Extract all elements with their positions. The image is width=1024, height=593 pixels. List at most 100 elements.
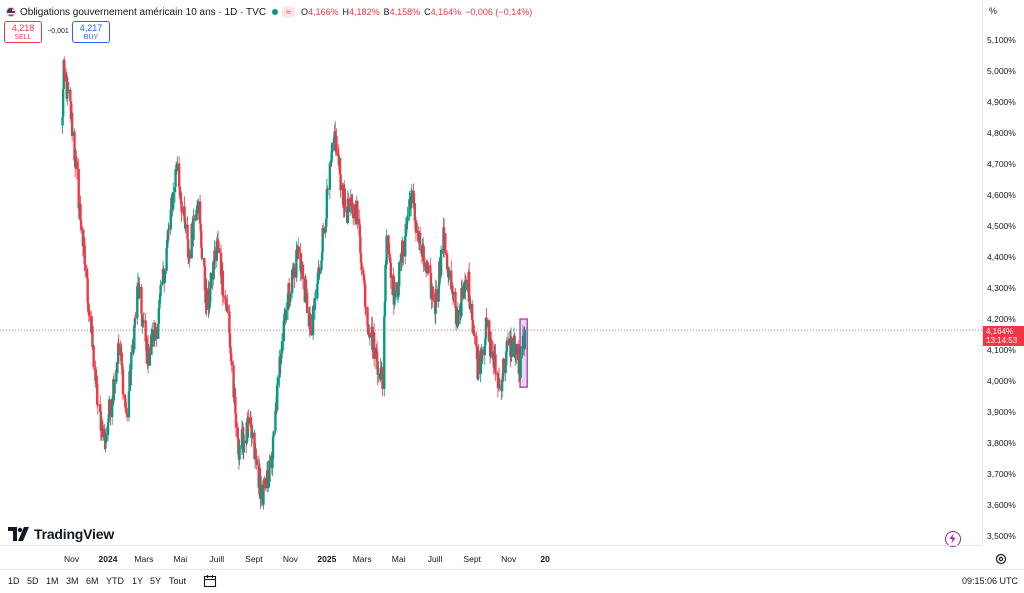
candle-body	[311, 306, 315, 336]
range-button-1y[interactable]: 1Y	[132, 576, 144, 586]
candle-body	[494, 354, 497, 374]
buy-button[interactable]: 4,217 BUY	[72, 21, 110, 43]
candle-body	[380, 367, 384, 375]
range-button-ytd[interactable]: YTD	[106, 576, 124, 586]
candle-body	[238, 448, 241, 460]
candle-body	[107, 418, 110, 423]
candle	[383, 315, 386, 397]
ohlc-low-value: 4,158%	[389, 7, 421, 17]
price-tick-label: 3,900%	[987, 407, 1016, 417]
candle-body	[221, 270, 225, 296]
candle-body	[290, 270, 294, 294]
current-price-label: 4,164%	[986, 327, 1014, 337]
lightning-icon[interactable]	[945, 531, 961, 547]
time-axis-label: Nov	[501, 554, 517, 564]
candle-body	[70, 112, 74, 136]
candle	[192, 208, 195, 247]
candle-body	[418, 232, 422, 246]
range-button-3m[interactable]: 3M	[66, 576, 79, 586]
candle	[393, 281, 397, 306]
candle-body	[96, 383, 99, 405]
symbol-legend[interactable]: Obligations gouvernement américain 10 an…	[6, 5, 536, 19]
candle-body	[209, 288, 212, 302]
ohlc-close-key: C	[424, 7, 431, 17]
candle-body	[250, 426, 253, 439]
candle-body	[460, 288, 464, 299]
candle-body	[350, 197, 353, 203]
time-axis-label: 2025	[317, 554, 337, 564]
candle-body	[115, 362, 119, 370]
candle-body	[86, 278, 89, 303]
candle	[360, 260, 363, 276]
candle-body	[67, 89, 70, 91]
range-button-1m[interactable]: 1M	[46, 576, 59, 586]
gear-icon[interactable]	[994, 552, 1008, 566]
candle-body	[219, 252, 223, 277]
candle-body	[234, 413, 238, 428]
candle-body	[313, 309, 316, 311]
candle	[141, 316, 144, 334]
candle-body	[362, 274, 366, 281]
candle-body	[487, 320, 491, 342]
candle-body	[299, 252, 302, 271]
candle	[138, 277, 141, 290]
candle-body	[148, 355, 152, 366]
candle-body	[87, 309, 91, 312]
candle	[259, 478, 263, 507]
candle	[322, 222, 325, 241]
time-axis-label: Mars	[352, 554, 372, 564]
candle-body	[145, 341, 148, 343]
candle-body	[296, 249, 299, 258]
candle-body	[357, 218, 361, 225]
candle	[427, 262, 430, 275]
range-button-tout[interactable]: Tout	[169, 576, 187, 586]
utc-clock[interactable]: 09:15:06 UTC	[961, 576, 1018, 586]
candle-body	[498, 384, 501, 386]
tradingview-logo[interactable]: TradingView	[8, 526, 114, 542]
calendar-icon[interactable]	[203, 574, 217, 588]
candle	[146, 334, 150, 374]
candle-body	[337, 152, 340, 157]
candle-body	[376, 361, 379, 375]
ohlc-open-key: O	[301, 7, 309, 17]
candle	[125, 407, 129, 422]
range-button-6m[interactable]: 6M	[86, 576, 99, 586]
candle-body	[388, 253, 391, 258]
candle	[171, 182, 175, 213]
candle	[113, 379, 116, 401]
candle-body	[504, 365, 507, 374]
delayed-data-badge[interactable]: ≈	[282, 7, 295, 17]
bar-countdown: 13:14:53	[986, 336, 1018, 346]
candle	[200, 225, 203, 249]
range-button-5y[interactable]: 5Y	[150, 576, 162, 586]
candle-body	[197, 201, 200, 213]
candle-body	[186, 224, 189, 240]
range-button-1d[interactable]: 1D	[8, 576, 20, 586]
candle	[313, 292, 317, 320]
candle	[264, 477, 267, 491]
candle	[523, 326, 527, 350]
sell-button[interactable]: 4,218 SELL	[4, 21, 42, 43]
symbol-title[interactable]: Obligations gouvernement américain 10 an…	[20, 6, 267, 18]
candle-body	[117, 343, 120, 349]
candle	[295, 241, 298, 283]
candle-body	[426, 265, 430, 274]
candle-body	[133, 318, 137, 326]
candle-body	[228, 333, 232, 348]
candle-body	[444, 233, 447, 254]
candle	[165, 247, 168, 275]
candle-body	[435, 289, 438, 301]
candle-body	[300, 261, 303, 267]
time-axis[interactable]: Nov 2024 Mars Mai Juill Sept Nov 2025 Mars Mai Jui…	[0, 545, 982, 569]
chart-area[interactable]	[0, 0, 982, 545]
candle-body	[233, 388, 236, 397]
candle-body	[250, 435, 254, 439]
candlestick-chart[interactable]	[0, 0, 982, 545]
buy-label: BUY	[83, 34, 99, 41]
price-scale[interactable]: % 5,100% 5,000% 4,900% 4,800% 4,700% 4,600% 4,…	[982, 0, 1024, 545]
price-tick-label: 3,700%	[987, 469, 1016, 479]
range-button-5d[interactable]: 5D	[27, 576, 39, 586]
candle-body	[523, 330, 527, 349]
candle-body	[387, 250, 391, 254]
candle	[469, 295, 472, 314]
